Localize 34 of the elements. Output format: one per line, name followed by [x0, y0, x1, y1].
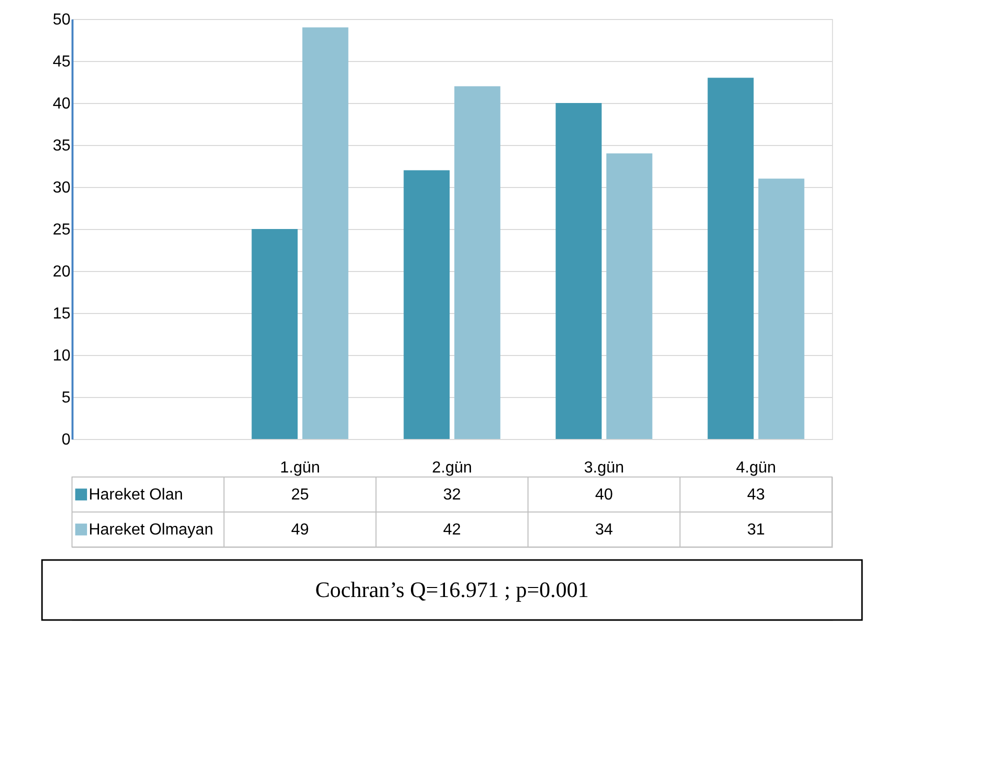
bar — [252, 229, 298, 439]
y-tick-label: 40 — [52, 96, 71, 112]
y-tick-label: 30 — [52, 180, 71, 196]
bar — [556, 103, 602, 439]
data-label: 31 — [747, 522, 765, 538]
y-tick-label: 45 — [52, 54, 71, 70]
bar — [404, 170, 450, 439]
data-label: 43 — [747, 486, 765, 504]
text: Cochran’s Q=16.971 ; p=0.001 — [315, 577, 589, 602]
x-tick-label: 2.gün — [432, 460, 472, 476]
x-tick-label: 4.gün — [736, 460, 776, 476]
x-tick-label: 1.gün — [280, 460, 320, 476]
x-tick-label: 3.gün — [584, 460, 624, 476]
y-tick-label: 0 — [62, 432, 71, 448]
legend-label: Hareket Olmayan — [88, 522, 214, 538]
legend-label: Hareket Olan — [88, 486, 183, 504]
data-label: 32 — [443, 486, 461, 504]
data-label: 34 — [595, 522, 613, 538]
bar — [606, 153, 652, 439]
y-tick-label: 50 — [52, 12, 71, 28]
y-tick-label: 35 — [52, 138, 71, 154]
data-label: 42 — [443, 522, 461, 538]
data-label: 49 — [291, 522, 309, 538]
bar — [708, 78, 754, 439]
bar — [302, 27, 348, 439]
bar — [758, 178, 804, 439]
data-label: 25 — [291, 486, 309, 504]
y-tick-label: 25 — [52, 222, 71, 238]
y-tick-label: 10 — [52, 348, 71, 364]
y-tick-label: 15 — [52, 306, 71, 322]
bar — [454, 86, 500, 439]
y-tick-label: 5 — [62, 390, 71, 406]
y-tick-label: 20 — [52, 264, 71, 280]
data-label: 40 — [595, 486, 613, 504]
